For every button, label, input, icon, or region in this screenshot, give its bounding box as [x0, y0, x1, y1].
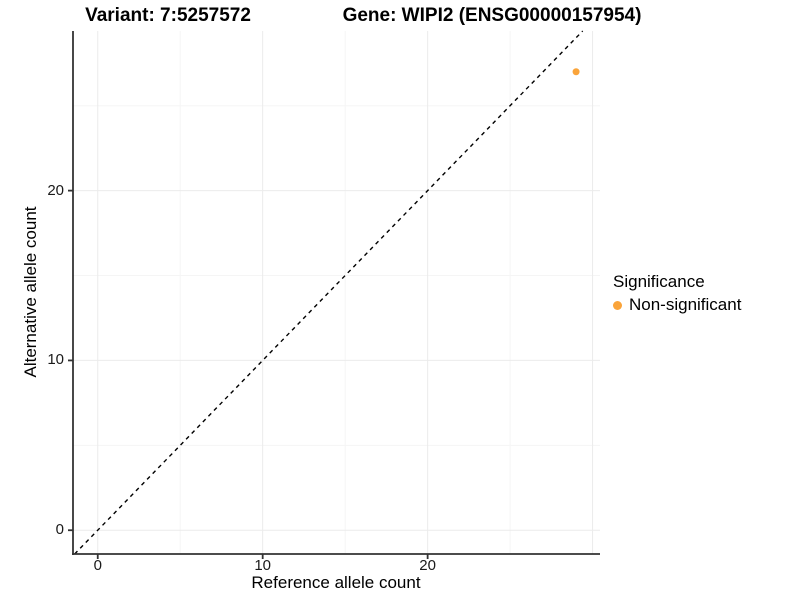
x-tick-label: 0: [93, 557, 102, 574]
data-point: [572, 68, 580, 76]
identity-dashed-line: [74, 30, 584, 555]
x-tick-label: 20: [419, 557, 436, 574]
legend-title: Significance: [613, 272, 705, 291]
y-tick-label: 10: [47, 351, 64, 369]
y-tick-label: 20: [47, 181, 64, 199]
y-axis-title: Alternative allele count: [21, 206, 40, 378]
x-tick-label: 10: [254, 557, 272, 574]
variant-title: Variant: 7:5257572: [85, 5, 251, 26]
legend-point-icon: [613, 300, 622, 310]
x-axis-title: Reference allele count: [251, 573, 421, 592]
legend-entry-label: Non-significant: [629, 295, 742, 314]
y-tick-label: 0: [55, 521, 64, 539]
gene-title: Gene: WIPI2 (ENSG00000157954): [342, 5, 642, 26]
legend-entry: Non-significant: [613, 294, 741, 316]
legend: Significance Non-significant: [613, 272, 741, 316]
